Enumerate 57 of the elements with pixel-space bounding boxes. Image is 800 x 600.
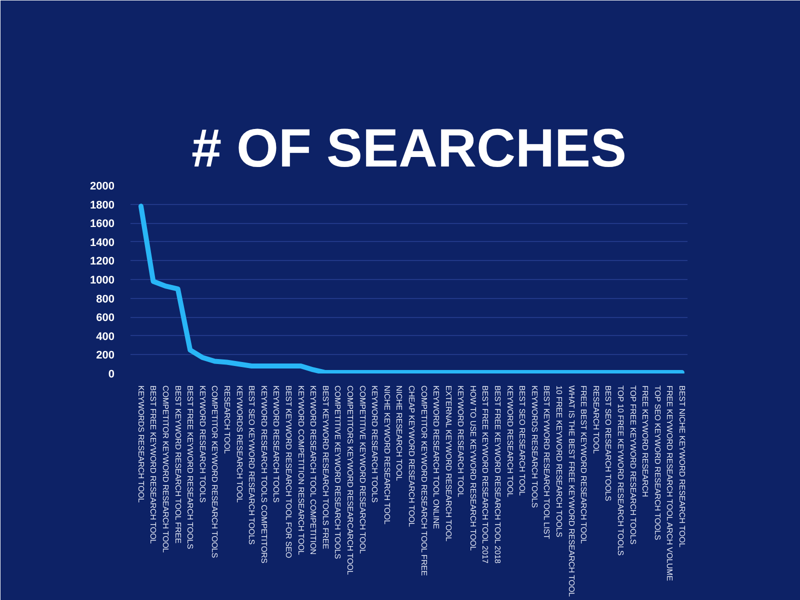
x-tick-label: BEST NICHE KEYWORD RESEARCH TOOL: [677, 386, 686, 548]
x-tick-label: RESEARCH TOOL: [591, 386, 600, 454]
x-tick-label: TOP FREE KEYWORD RESEARCH TOOLS: [628, 386, 638, 544]
y-tick-label: 2000: [90, 180, 115, 192]
x-tick-label: COMPETITOR KEYWORD RESEARCH TOOL FREE: [419, 386, 428, 576]
x-tick-label: COMPETITOR KEYWORD RESEARCH TOOL: [161, 386, 170, 554]
x-tick-label: TOP 10 FREE KEYWORD RESEARCH TOOLS: [616, 386, 625, 556]
y-tick-label: 1000: [90, 274, 115, 286]
x-tick-label: HOW TO USE KEYWORD RESEARCH TOOL: [468, 386, 478, 552]
y-tick-label: 600: [96, 312, 115, 324]
x-tick-label: RESEARCH TOOL: [222, 386, 232, 454]
x-tick-label: KEYWORDS RESEARCH TOOL: [136, 386, 146, 504]
x-tick-label: COMPETITIVE KEYWORD RESEARCH TOOLS: [333, 386, 342, 560]
x-tick-label: KEYWORD RESEARCH TOOL COMPETITION: [308, 386, 318, 555]
x-tick-label: KEYWORD RESEARCH TOOLS: [272, 386, 281, 503]
x-tick-label: FREE BEST KEYWORD RESEARCH TOOL: [579, 386, 588, 544]
x-tick-label: KEYWORD RESEARCH TOOLS: [198, 386, 207, 503]
x-tick-label: BEST SEO RESEARCH TOOLS: [604, 386, 613, 502]
x-tick-label: BEST KEYWORD RESEARCH TOOL FREE: [173, 386, 182, 544]
x-tick-label: FREE KEYWORD RESEARCH: [640, 386, 650, 498]
x-tick-label: BEST SEO RESEARCH TOOL: [518, 386, 527, 496]
x-tick-label: KEYWORDS RESEARCH TOOLS: [530, 386, 539, 508]
x-tick-label: COMPETITIVE KEYWORD RESEARCH TOOL: [358, 386, 367, 554]
x-tick-label: FREE KEYWORD RESEARCH TOOL ARCH VOLUME: [665, 386, 674, 581]
x-tick-label: KEYWORD RESEARCH TOOL ONLINE: [432, 386, 441, 529]
x-tick-label: NICHE RESEARCH TOOL: [394, 386, 404, 482]
x-tick-label: WHAT IS THE BEST FREE KEYWORD RESEARCH TOOL: [566, 386, 576, 598]
x-tick-label: BEST FREE KEYWORD RESEARCH TOOLS: [186, 386, 195, 550]
x-tick-label: BEST KEYWORD RESEARCH TOOL LIST: [542, 386, 552, 540]
x-tick-label: KEYWORD COMPETITION RESEARCH TOOL: [296, 386, 306, 556]
x-tick-label: CHEAP KEYWORD RESEARCH TOOL: [406, 386, 416, 528]
x-tick-label: BEST FREE KEYWORD RESEARCH TOOL 2017: [480, 386, 490, 564]
x-tick-label: BEST FREE KEYWORD RESEARCH TOOL: [148, 386, 158, 544]
chart-title: # OF SEARCHES: [191, 118, 627, 178]
x-tick-label: EXTERNAL KEYWORD RESEARCH TOOL: [444, 386, 453, 542]
y-tick-label: 1800: [90, 199, 115, 212]
y-tick-label: 800: [96, 293, 115, 306]
x-tick-label: NICHE KEYWORD RESEARCH TOOL: [382, 386, 392, 525]
y-tick-label: 1600: [90, 218, 115, 230]
x-tick-label: BEST KEYWORD RESEARCH TOOL FOR SEO: [284, 386, 293, 558]
x-tick-label: KEYWORD RESEARCH TOOLS: [370, 386, 380, 503]
x-tick-label: KEYWORD RESEARCH TOOL: [505, 386, 514, 498]
y-tick-label: 1200: [90, 256, 115, 268]
y-tick-label: 400: [96, 330, 115, 343]
y-tick-label: 0: [108, 368, 115, 380]
x-tick-label: BEST SEO KEYWORD RESEARCH TOOLS: [247, 386, 256, 545]
y-tick-label: 1400: [90, 236, 115, 249]
x-tick-label: BEST KEYWORD RESEARCH TOOLS FREE: [320, 386, 330, 550]
y-tick-label: 200: [96, 350, 115, 362]
x-tick-label: COMPETITORS KEYWORD RESEARCARCH TOOL: [345, 386, 354, 576]
x-tick-label: BEST FREE KEYWORD RESEARCH TOOL 2018: [493, 386, 502, 564]
x-tick-label: KEYWORD RESEARCH TOOL: [456, 386, 466, 498]
x-tick-label: 10 FREE KEYWORD RESEARCH TOOLS: [554, 386, 564, 538]
x-tick-label: KEYWORDS RESEARCH TOOL: [234, 386, 244, 504]
x-tick-label: COMPETITOR KEYWORD RESEARCH TOOLS: [210, 386, 220, 558]
x-tick-label: KEYWORD RESEARCH TOOLS COMPETITORS: [259, 386, 268, 564]
x-tick-label: TOP SEO KEYWORD RESEARCH TOOLS: [652, 386, 662, 540]
